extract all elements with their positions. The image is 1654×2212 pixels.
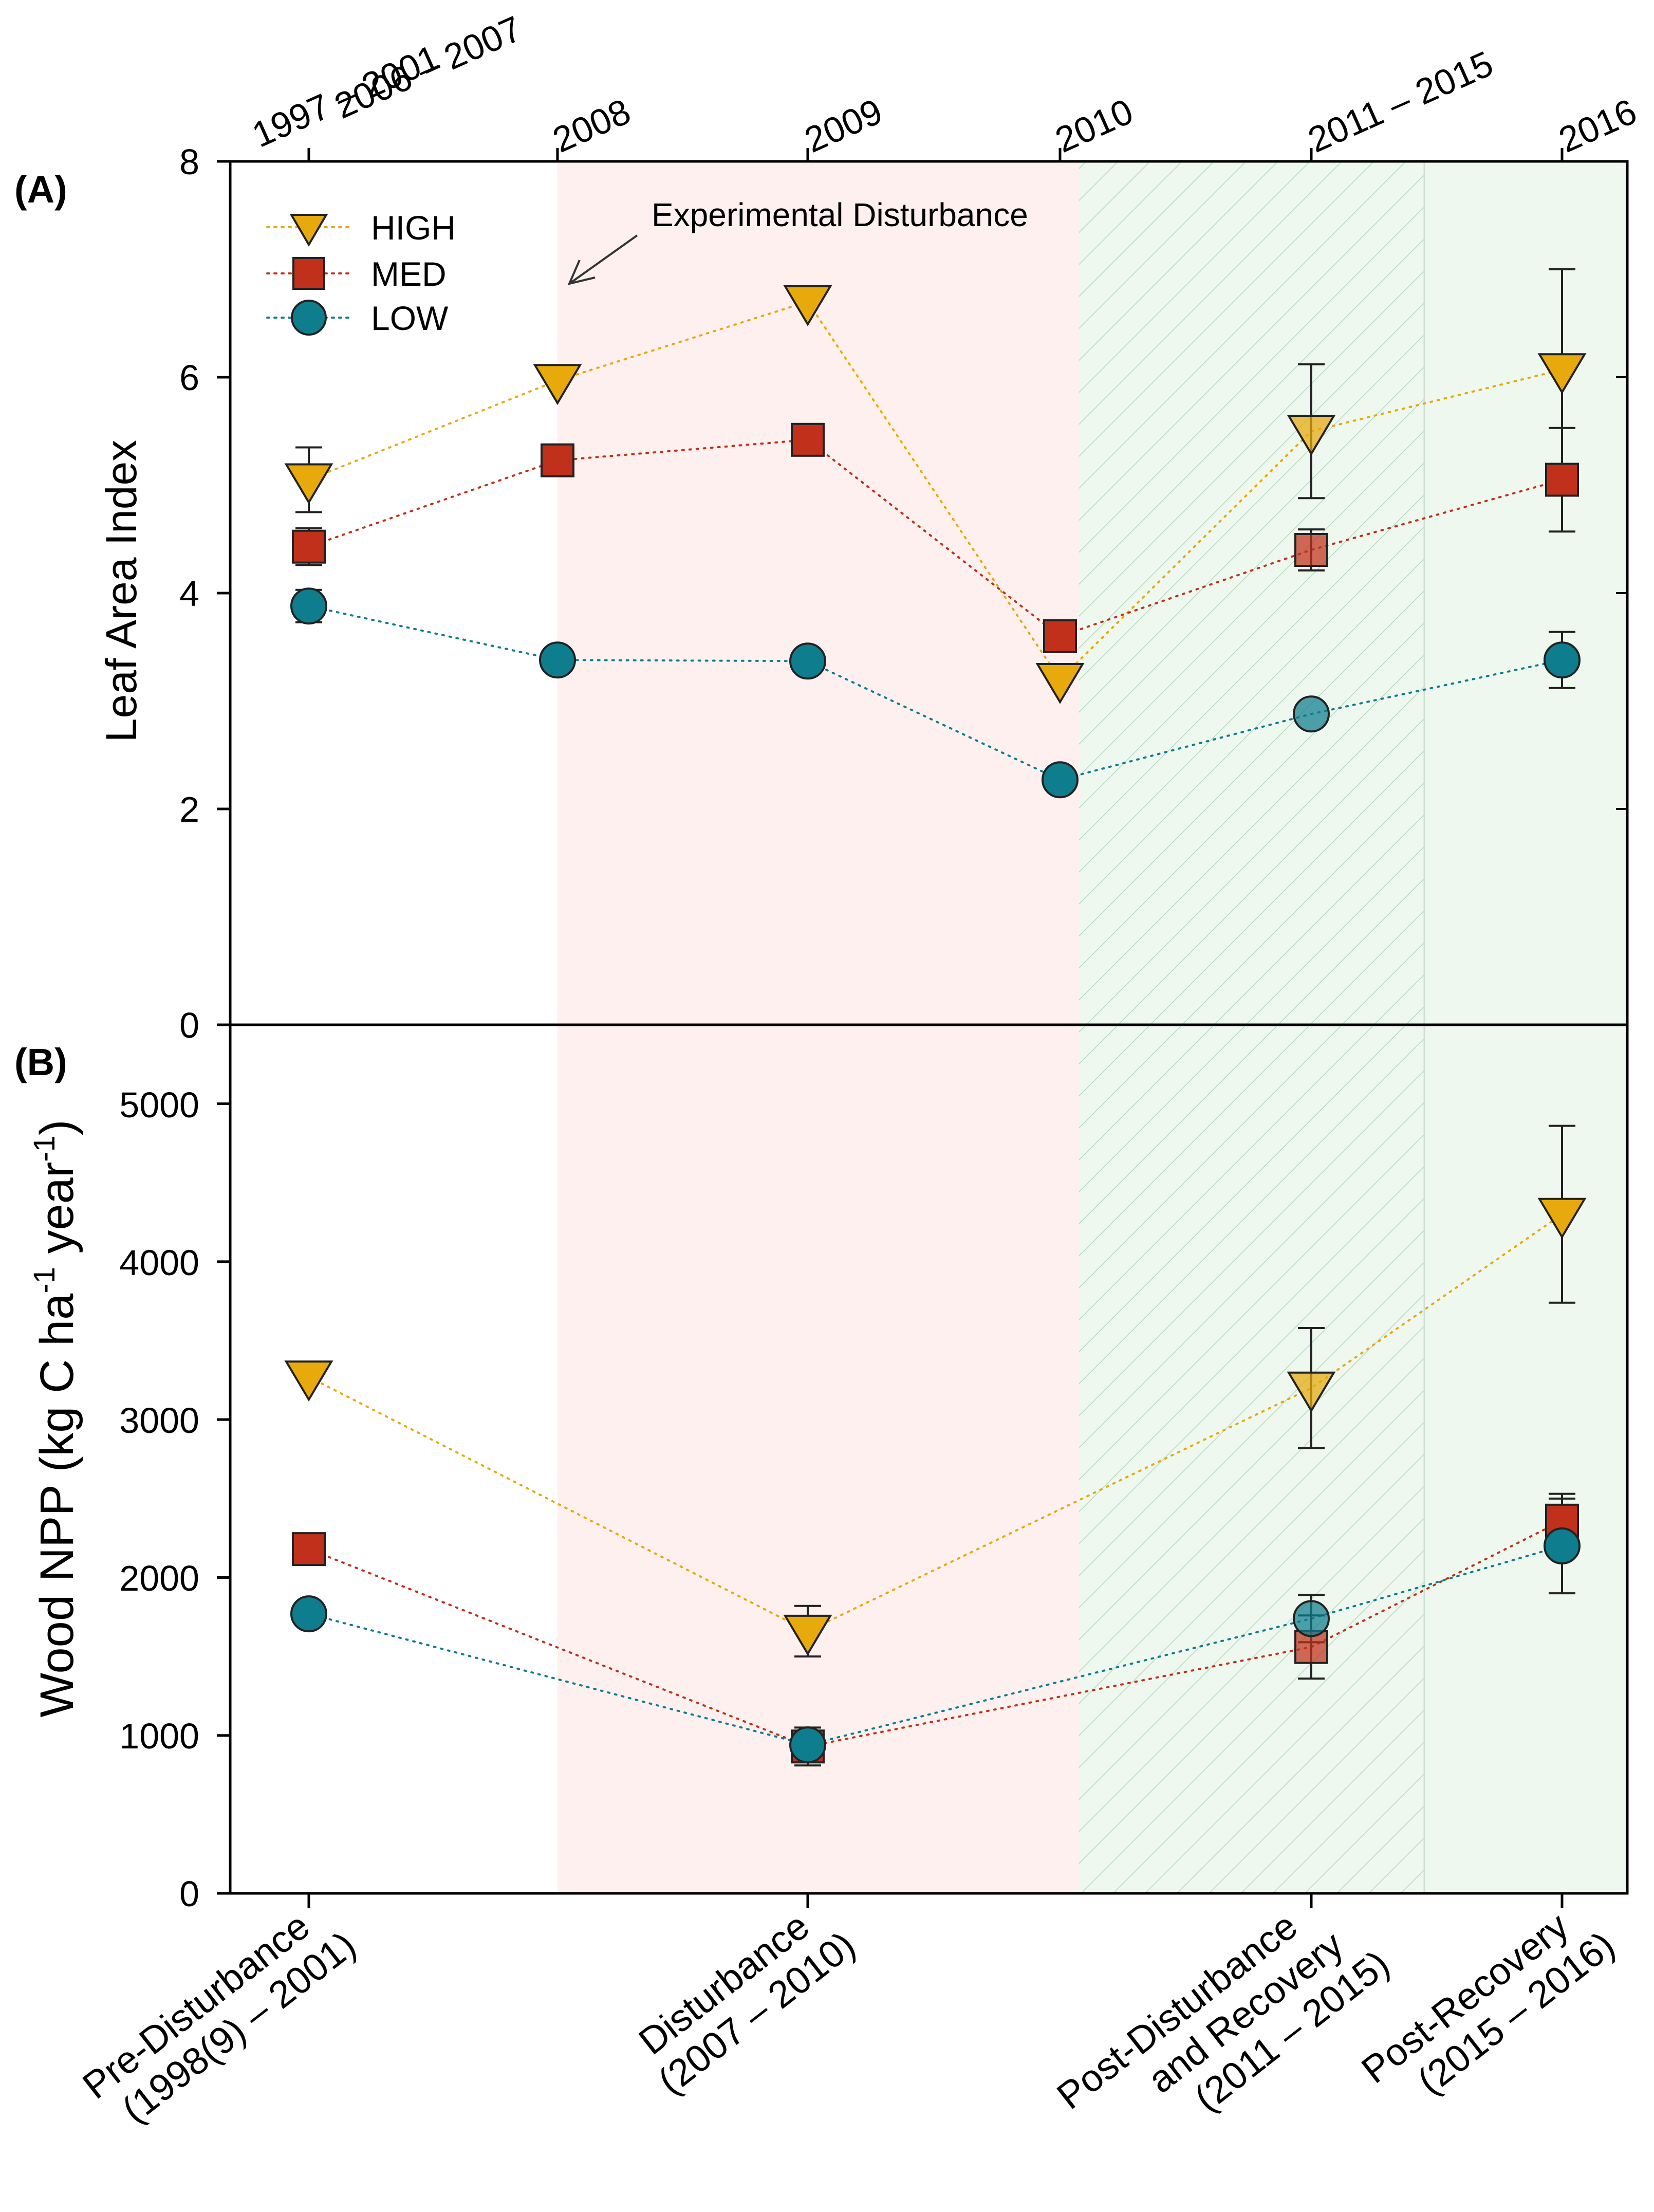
- data-point-high: [783, 1614, 832, 1656]
- y-axis-title-b-mid: year: [31, 1162, 83, 1267]
- y-axis-title-b-sup1: -1: [28, 1267, 61, 1294]
- data-point-low: [789, 1726, 826, 1764]
- data-point-high: [1537, 1197, 1587, 1239]
- legend-label-med: MED: [371, 255, 447, 293]
- legend-label-low: LOW: [371, 299, 449, 337]
- panel-a-label: (A): [14, 168, 67, 211]
- plot-frame: [229, 160, 1629, 1895]
- data-markers: [284, 285, 1587, 1764]
- legend: HIGH MED LOW: [266, 209, 456, 337]
- legend-marker-low: [291, 300, 327, 336]
- data-point-high: [1035, 663, 1085, 704]
- data-point-high: [533, 364, 582, 405]
- data-point-med: [541, 443, 574, 477]
- top-axis-labels: 1997 – 2001 2006 – 2007 2008 2009 2010 2…: [246, 8, 1642, 160]
- data-point-low: [1293, 1600, 1330, 1637]
- data-point-low: [1042, 761, 1079, 799]
- data-point-high: [1537, 353, 1587, 395]
- series-line-low: [308, 605, 1563, 781]
- y-tick-label: 0: [179, 1874, 199, 1914]
- y-tick-label: 5000: [119, 1085, 199, 1125]
- y-tick-label: 2: [179, 789, 199, 829]
- data-point-med: [791, 422, 825, 457]
- y-axis-title-b-end: ): [31, 1119, 83, 1135]
- series-line-high: [308, 300, 1563, 681]
- tick-marks: [217, 148, 1627, 1908]
- data-point-low: [789, 642, 826, 680]
- top-axis-label: 2010: [1049, 91, 1139, 160]
- y-tick-label: 3000: [119, 1400, 199, 1441]
- y-tick-labels-a: 0 2 4 6 8: [179, 142, 199, 1045]
- data-point-low: [1544, 1527, 1581, 1564]
- series-lines: [308, 300, 1563, 1748]
- legend-marker-high: [289, 214, 328, 247]
- top-axis-label: 2011 – 2015: [1302, 43, 1499, 160]
- bottom-category-labels: Pre-Disturbance (1998(9) – 2001) Disturb…: [75, 1904, 1622, 2131]
- y-axis-title-b-main: Wood NPP (kg C ha: [31, 1293, 83, 1718]
- data-point-med: [1043, 619, 1077, 653]
- data-point-high: [284, 1360, 333, 1402]
- y-axis-title-b-sup2: -1: [28, 1135, 61, 1162]
- post-recovery-band: [1424, 161, 1627, 1893]
- top-axis-label: 2009: [798, 91, 888, 160]
- legend-label-high: HIGH: [371, 209, 456, 247]
- data-point-med: [1545, 463, 1579, 497]
- y-tick-label: 4000: [119, 1243, 199, 1283]
- data-point-low: [290, 1595, 327, 1633]
- data-point-med: [1294, 1630, 1328, 1664]
- y-axis-title-a: Leaf Area Index: [97, 440, 145, 742]
- y-tick-label: 1000: [119, 1716, 199, 1756]
- series-line-high: [308, 1213, 1563, 1633]
- y-tick-label: 6: [179, 358, 199, 398]
- post-disturbance-hatch: [1079, 161, 1424, 1893]
- annotation-arrow: [567, 234, 638, 285]
- data-point-low: [290, 587, 327, 625]
- y-tick-label: 8: [179, 142, 199, 182]
- data-point-high: [783, 285, 832, 326]
- top-axis-label: 2008: [547, 91, 636, 160]
- y-tick-label: 0: [179, 1005, 199, 1045]
- series-line-med: [308, 1519, 1563, 1748]
- panel-b-label: (B): [14, 1041, 67, 1083]
- y-axis-title-b: Wood NPP (kg C ha-1 year-1): [28, 1119, 83, 1717]
- annotation-experimental-disturbance: Experimental Disturbance: [652, 196, 1028, 233]
- series-line-low: [308, 1545, 1563, 1746]
- data-point-med: [292, 529, 326, 564]
- y-tick-label: 2000: [119, 1558, 199, 1598]
- data-point-med: [1294, 533, 1328, 567]
- data-point-high: [1287, 415, 1336, 456]
- series-line-med: [308, 438, 1563, 638]
- data-point-low: [1544, 641, 1581, 679]
- y-tick-labels-b: 0 1000 2000 3000 4000 5000: [119, 1085, 199, 1914]
- data-point-low: [539, 641, 576, 679]
- legend-marker-med: [292, 257, 325, 290]
- data-point-low: [1293, 695, 1330, 733]
- top-axis-label: 2016: [1553, 91, 1642, 160]
- y-tick-label: 4: [179, 574, 199, 614]
- data-point-med: [292, 1532, 326, 1566]
- data-point-high: [284, 463, 333, 505]
- data-point-high: [1287, 1371, 1336, 1413]
- top-axis-label: 2006 – 2007: [328, 8, 527, 126]
